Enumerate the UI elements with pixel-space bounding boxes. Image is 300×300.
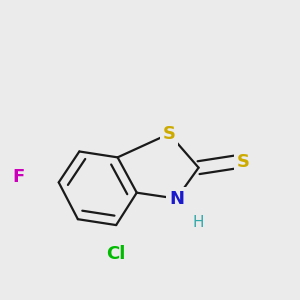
Text: Cl: Cl [106, 245, 126, 263]
Text: F: F [13, 167, 25, 185]
Text: H: H [193, 214, 204, 230]
Text: S: S [237, 153, 250, 171]
Text: S: S [163, 125, 176, 143]
Text: N: N [169, 190, 184, 208]
